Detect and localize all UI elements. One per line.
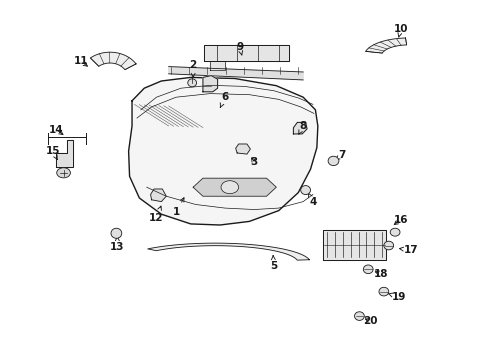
Text: 9: 9 [236, 42, 243, 55]
Polygon shape [203, 76, 217, 92]
Polygon shape [193, 178, 276, 196]
Polygon shape [293, 122, 306, 134]
Ellipse shape [363, 265, 372, 274]
Polygon shape [147, 243, 309, 260]
Text: 8: 8 [298, 121, 306, 134]
Text: 2: 2 [189, 60, 196, 77]
Polygon shape [204, 45, 288, 61]
Text: 16: 16 [393, 215, 407, 225]
Text: 15: 15 [45, 146, 60, 159]
Text: 4: 4 [308, 193, 316, 207]
Text: 19: 19 [387, 292, 405, 302]
Polygon shape [168, 67, 303, 80]
Text: 12: 12 [149, 206, 163, 223]
Text: 20: 20 [363, 316, 377, 326]
Text: 6: 6 [220, 92, 228, 108]
Ellipse shape [389, 228, 399, 236]
Text: 3: 3 [250, 157, 257, 167]
Ellipse shape [354, 312, 364, 320]
Circle shape [57, 168, 70, 178]
Text: 7: 7 [335, 150, 346, 160]
Polygon shape [322, 230, 386, 260]
Ellipse shape [111, 228, 122, 238]
Ellipse shape [187, 79, 196, 87]
Text: 13: 13 [110, 236, 124, 252]
Text: 10: 10 [393, 24, 407, 37]
Polygon shape [128, 77, 317, 225]
Polygon shape [90, 52, 136, 70]
Polygon shape [235, 144, 250, 154]
Polygon shape [56, 140, 73, 167]
Polygon shape [365, 38, 406, 53]
Polygon shape [210, 61, 224, 70]
Text: 1: 1 [172, 198, 183, 217]
Text: 14: 14 [49, 125, 63, 135]
Text: 5: 5 [270, 256, 277, 271]
Text: 17: 17 [399, 245, 417, 255]
Ellipse shape [378, 287, 388, 296]
Ellipse shape [327, 156, 338, 166]
Text: 18: 18 [373, 269, 388, 279]
Text: 11: 11 [73, 56, 88, 66]
Polygon shape [150, 189, 166, 202]
Circle shape [221, 181, 238, 194]
Ellipse shape [300, 186, 310, 194]
Ellipse shape [383, 241, 393, 250]
